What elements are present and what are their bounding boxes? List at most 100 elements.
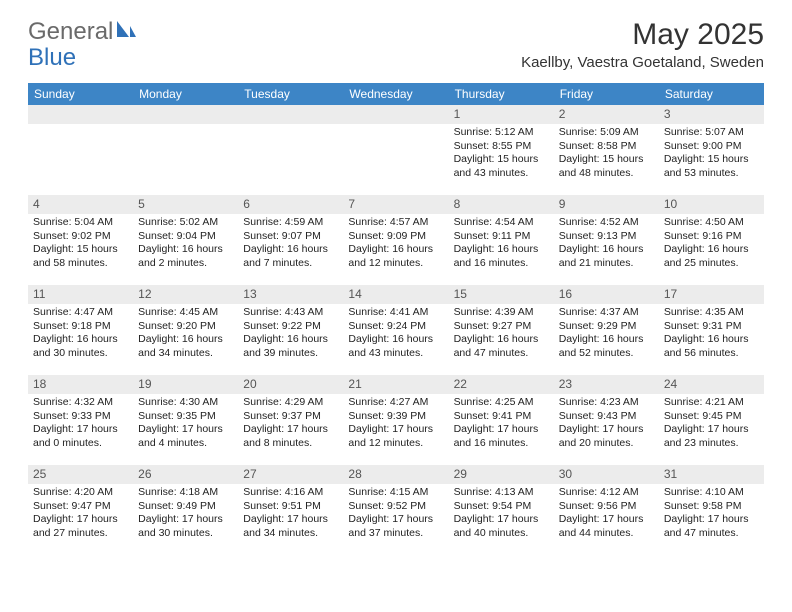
- day-line: Sunset: 9:54 PM: [454, 500, 549, 514]
- calendar-cell: 2Sunrise: 5:09 AMSunset: 8:58 PMDaylight…: [554, 105, 659, 195]
- day-line: Sunrise: 4:39 AM: [454, 306, 549, 320]
- day-line: and 12 minutes.: [348, 437, 443, 451]
- day-line: and 37 minutes.: [348, 527, 443, 541]
- day-line: Sunrise: 4:21 AM: [664, 396, 759, 410]
- day-content: Sunrise: 4:45 AMSunset: 9:20 PMDaylight:…: [133, 304, 238, 365]
- day-number: 13: [238, 285, 343, 304]
- day-line: and 40 minutes.: [454, 527, 549, 541]
- day-line: Daylight: 17 hours: [454, 423, 549, 437]
- calendar-cell: 17Sunrise: 4:35 AMSunset: 9:31 PMDayligh…: [659, 285, 764, 375]
- day-number: [238, 105, 343, 124]
- day-content: [28, 124, 133, 130]
- calendar-cell: 14Sunrise: 4:41 AMSunset: 9:24 PMDayligh…: [343, 285, 448, 375]
- day-line: Sunrise: 4:47 AM: [33, 306, 128, 320]
- day-line: and 0 minutes.: [33, 437, 128, 451]
- day-line: and 34 minutes.: [138, 347, 233, 361]
- day-number: 23: [554, 375, 659, 394]
- day-number: 1: [449, 105, 554, 124]
- calendar-cell: 18Sunrise: 4:32 AMSunset: 9:33 PMDayligh…: [28, 375, 133, 465]
- day-line: and 43 minutes.: [454, 167, 549, 181]
- calendar-cell: 8Sunrise: 4:54 AMSunset: 9:11 PMDaylight…: [449, 195, 554, 285]
- day-line: Daylight: 17 hours: [33, 513, 128, 527]
- day-line: Sunset: 9:18 PM: [33, 320, 128, 334]
- day-number: 21: [343, 375, 448, 394]
- day-line: Daylight: 16 hours: [243, 333, 338, 347]
- title-block: May 2025 Kaellby, Vaestra Goetaland, Swe…: [521, 18, 764, 71]
- day-content: Sunrise: 5:04 AMSunset: 9:02 PMDaylight:…: [28, 214, 133, 275]
- day-line: and 4 minutes.: [138, 437, 233, 451]
- day-line: Daylight: 17 hours: [664, 423, 759, 437]
- day-content: Sunrise: 4:25 AMSunset: 9:41 PMDaylight:…: [449, 394, 554, 455]
- day-line: Sunrise: 4:35 AM: [664, 306, 759, 320]
- day-content: Sunrise: 4:54 AMSunset: 9:11 PMDaylight:…: [449, 214, 554, 275]
- day-number: 4: [28, 195, 133, 214]
- calendar-cell: [28, 105, 133, 195]
- calendar-cell: 4Sunrise: 5:04 AMSunset: 9:02 PMDaylight…: [28, 195, 133, 285]
- day-content: [133, 124, 238, 130]
- day-line: Daylight: 15 hours: [454, 153, 549, 167]
- day-line: Sunset: 9:22 PM: [243, 320, 338, 334]
- calendar-cell: [343, 105, 448, 195]
- day-content: Sunrise: 4:29 AMSunset: 9:37 PMDaylight:…: [238, 394, 343, 455]
- day-line: Sunrise: 4:32 AM: [33, 396, 128, 410]
- day-line: Daylight: 16 hours: [138, 243, 233, 257]
- day-line: Daylight: 16 hours: [33, 333, 128, 347]
- day-number: 17: [659, 285, 764, 304]
- day-line: and 23 minutes.: [664, 437, 759, 451]
- day-line: and 34 minutes.: [243, 527, 338, 541]
- day-line: Sunrise: 4:37 AM: [559, 306, 654, 320]
- day-line: Daylight: 16 hours: [348, 333, 443, 347]
- day-line: Sunrise: 4:18 AM: [138, 486, 233, 500]
- day-line: Sunset: 9:00 PM: [664, 140, 759, 154]
- day-content: Sunrise: 4:16 AMSunset: 9:51 PMDaylight:…: [238, 484, 343, 545]
- calendar-table: SundayMondayTuesdayWednesdayThursdayFrid…: [28, 83, 764, 555]
- day-line: Sunset: 9:33 PM: [33, 410, 128, 424]
- calendar-cell: 22Sunrise: 4:25 AMSunset: 9:41 PMDayligh…: [449, 375, 554, 465]
- day-number: 20: [238, 375, 343, 394]
- day-line: Sunrise: 4:59 AM: [243, 216, 338, 230]
- day-content: Sunrise: 4:47 AMSunset: 9:18 PMDaylight:…: [28, 304, 133, 365]
- day-number: 5: [133, 195, 238, 214]
- day-line: and 52 minutes.: [559, 347, 654, 361]
- day-line: and 21 minutes.: [559, 257, 654, 271]
- calendar-cell: 31Sunrise: 4:10 AMSunset: 9:58 PMDayligh…: [659, 465, 764, 555]
- day-line: Daylight: 17 hours: [138, 513, 233, 527]
- day-content: Sunrise: 4:30 AMSunset: 9:35 PMDaylight:…: [133, 394, 238, 455]
- day-content: Sunrise: 5:07 AMSunset: 9:00 PMDaylight:…: [659, 124, 764, 185]
- calendar-week-row: 25Sunrise: 4:20 AMSunset: 9:47 PMDayligh…: [28, 465, 764, 555]
- day-number: 25: [28, 465, 133, 484]
- day-content: Sunrise: 4:35 AMSunset: 9:31 PMDaylight:…: [659, 304, 764, 365]
- day-content: Sunrise: 4:15 AMSunset: 9:52 PMDaylight:…: [343, 484, 448, 545]
- day-line: Daylight: 16 hours: [664, 333, 759, 347]
- day-number: 19: [133, 375, 238, 394]
- day-content: Sunrise: 4:10 AMSunset: 9:58 PMDaylight:…: [659, 484, 764, 545]
- day-line: Sunset: 9:16 PM: [664, 230, 759, 244]
- day-number: 10: [659, 195, 764, 214]
- day-line: Sunrise: 4:43 AM: [243, 306, 338, 320]
- day-number: [343, 105, 448, 124]
- day-line: and 2 minutes.: [138, 257, 233, 271]
- day-line: Sunrise: 4:25 AM: [454, 396, 549, 410]
- day-number: 26: [133, 465, 238, 484]
- calendar-cell: 10Sunrise: 4:50 AMSunset: 9:16 PMDayligh…: [659, 195, 764, 285]
- day-line: Sunrise: 5:07 AM: [664, 126, 759, 140]
- day-line: Daylight: 16 hours: [664, 243, 759, 257]
- day-line: Daylight: 16 hours: [243, 243, 338, 257]
- day-line: Sunrise: 5:02 AM: [138, 216, 233, 230]
- day-line: and 58 minutes.: [33, 257, 128, 271]
- day-line: Sunrise: 4:10 AM: [664, 486, 759, 500]
- day-line: Daylight: 17 hours: [138, 423, 233, 437]
- calendar-cell: 9Sunrise: 4:52 AMSunset: 9:13 PMDaylight…: [554, 195, 659, 285]
- day-line: Daylight: 16 hours: [559, 243, 654, 257]
- calendar-cell: [133, 105, 238, 195]
- day-line: Sunset: 8:58 PM: [559, 140, 654, 154]
- calendar-cell: 15Sunrise: 4:39 AMSunset: 9:27 PMDayligh…: [449, 285, 554, 375]
- day-number: 11: [28, 285, 133, 304]
- day-line: and 7 minutes.: [243, 257, 338, 271]
- day-line: Sunset: 9:41 PM: [454, 410, 549, 424]
- day-line: Sunrise: 4:15 AM: [348, 486, 443, 500]
- day-line: Sunset: 9:11 PM: [454, 230, 549, 244]
- location-text: Kaellby, Vaestra Goetaland, Sweden: [521, 54, 764, 71]
- day-line: Sunrise: 4:20 AM: [33, 486, 128, 500]
- day-content: Sunrise: 4:27 AMSunset: 9:39 PMDaylight:…: [343, 394, 448, 455]
